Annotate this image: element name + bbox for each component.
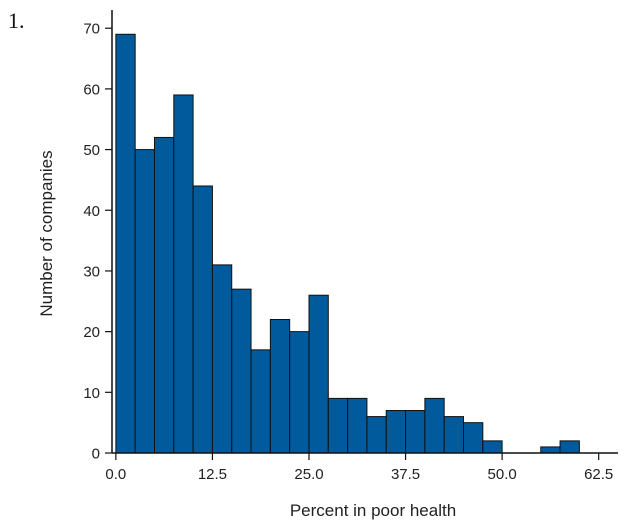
histogram-bar — [482, 440, 503, 454]
histogram-bar — [173, 94, 194, 454]
y-tick-label: 50 — [83, 142, 100, 159]
bars-group — [115, 33, 580, 454]
histogram-bar — [559, 440, 580, 454]
histogram-bar — [424, 397, 445, 454]
histogram-bar — [443, 416, 464, 454]
histogram-bar — [269, 318, 291, 454]
histogram-bar — [462, 422, 484, 454]
histogram-bar — [115, 33, 136, 454]
x-tick-label: 25.0 — [294, 466, 323, 483]
axes-group — [111, 10, 618, 454]
histogram-bar — [366, 416, 387, 454]
figure-number: 1. — [8, 8, 25, 33]
histogram-bar — [231, 288, 252, 454]
x-ticks-group: 0.0 12.5 25.0 37.5 50.0 62.5 — [105, 453, 613, 483]
y-tick-label: 30 — [83, 263, 100, 280]
histogram-bar — [540, 446, 561, 454]
histogram-bar — [134, 149, 155, 454]
x-tick-label: 37.5 — [391, 466, 420, 483]
y-axis-label: Number of companies — [37, 150, 56, 316]
x-tick-label: 50.0 — [488, 466, 517, 483]
y-tick-label: 60 — [83, 81, 100, 98]
x-tick-label: 12.5 — [198, 466, 227, 483]
x-tick-label: 0.0 — [105, 466, 126, 483]
histogram-bar — [405, 410, 426, 454]
y-tick-label: 0 — [92, 446, 100, 463]
histogram-bar — [308, 294, 329, 454]
histogram-bar — [289, 331, 310, 454]
y-tick-label: 40 — [83, 203, 100, 220]
histogram-bar — [347, 397, 368, 454]
histogram-bar — [385, 410, 407, 454]
x-tick-label: 62.5 — [584, 466, 613, 483]
histogram-bar — [327, 397, 349, 454]
histogram-bar — [153, 136, 175, 454]
histogram-bar — [192, 185, 213, 454]
y-tick-label: 10 — [83, 385, 100, 402]
y-tick-label: 70 — [83, 21, 100, 38]
y-ticks-group: 0 10 20 30 40 50 60 70 — [83, 21, 112, 463]
x-axis-label: Percent in poor health — [290, 501, 456, 520]
histogram-bar — [250, 349, 271, 454]
histogram-bar — [211, 264, 233, 454]
y-tick-label: 20 — [83, 324, 100, 341]
